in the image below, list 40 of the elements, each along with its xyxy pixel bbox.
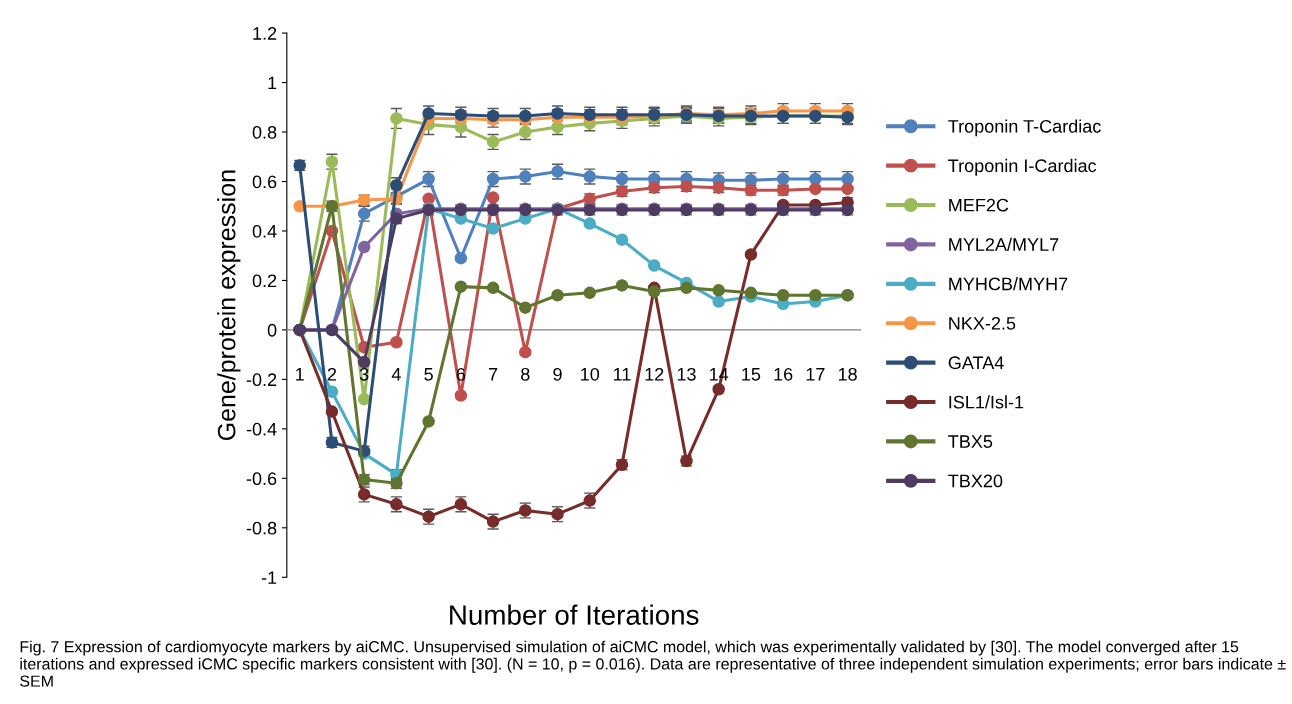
y-tick-label: -1 bbox=[261, 571, 277, 584]
y-tick-label: -0.4 bbox=[246, 422, 277, 436]
y-tick-label: 0.8 bbox=[252, 125, 277, 139]
x-tick-label: 5 bbox=[424, 368, 433, 381]
y-tick-label: -0.6 bbox=[246, 472, 277, 486]
caption: Fig. 7 Expression of cardiomyocyte markers by aiCMC. Unsupervised simulation of aiCMC model, which was experimentally validated by [30]. The model converged after 15 iterations and expressed iCMC specific markers consistent with [30]. (N = 10, p = 0.016). Data are representative of three independent simulation experiments; error bars indicate ± SEM bbox=[20, 640, 1286, 687]
legend-label: ISL1/Isl-1 bbox=[949, 395, 1024, 409]
legend-label: MEF2C bbox=[949, 198, 1009, 212]
y-tick-label: 0.4 bbox=[252, 224, 277, 238]
x-tick-label: 18 bbox=[838, 367, 857, 381]
x-tick-label: 2 bbox=[327, 367, 337, 381]
legend-label: Troponin I-Cardiac bbox=[948, 158, 1097, 176]
x-tick-label: 1 bbox=[296, 368, 304, 381]
x-tick-label: 4 bbox=[391, 368, 401, 381]
y-tick-label: 0.6 bbox=[252, 175, 277, 189]
legend-label: Troponin T-Cardiac bbox=[948, 119, 1101, 137]
x-tick-label: 15 bbox=[742, 368, 761, 381]
legend-label: MYL2A/MYL7 bbox=[949, 237, 1059, 251]
x-tick-label: 12 bbox=[645, 367, 664, 381]
y-tick-label: 0.2 bbox=[252, 274, 277, 288]
legend-label: MYHCB/MYH7 bbox=[949, 277, 1068, 291]
x-axis-title: Number of Iterations bbox=[450, 604, 699, 625]
legend-label: GATA4 bbox=[948, 356, 1004, 370]
y-tick-label: 1 bbox=[268, 76, 277, 90]
x-tick-label: 9 bbox=[553, 367, 562, 381]
y-tick-label: -0.8 bbox=[246, 521, 277, 535]
x-tick-label: 8 bbox=[521, 367, 530, 381]
legend-label: TBX5 bbox=[948, 435, 993, 448]
x-tick-label: 10 bbox=[581, 367, 600, 381]
x-tick-label: 16 bbox=[774, 367, 793, 381]
y-axis-title: Gene/protein expression bbox=[217, 170, 241, 441]
x-tick-label: 11 bbox=[613, 368, 631, 381]
legend-label: NKX-2.5 bbox=[949, 316, 1016, 330]
legend-label: TBX20 bbox=[948, 474, 1003, 488]
y-tick-label: 0 bbox=[267, 323, 277, 337]
y-tick-label: -0.2 bbox=[246, 373, 277, 387]
y-tick-label: 1.2 bbox=[253, 27, 277, 40]
x-tick-label: 17 bbox=[806, 368, 825, 381]
x-tick-label: 7 bbox=[488, 368, 498, 381]
x-tick-label: 13 bbox=[677, 367, 696, 381]
